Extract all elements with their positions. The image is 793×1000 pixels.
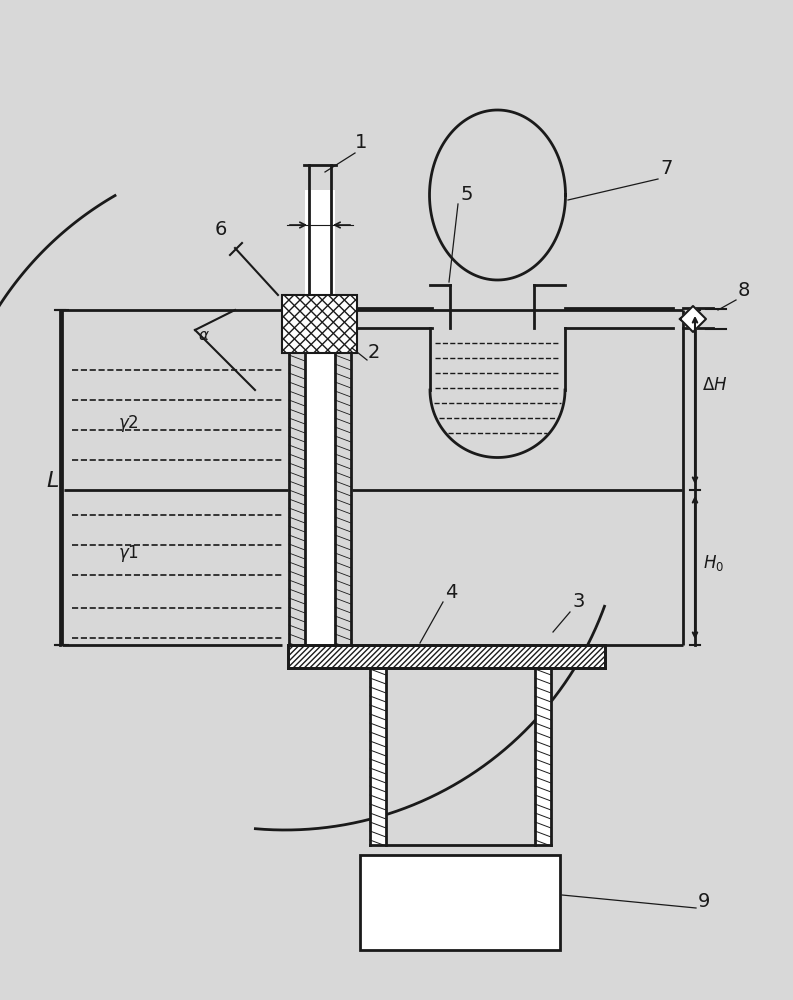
Bar: [305, 190, 335, 645]
Polygon shape: [680, 306, 706, 332]
Bar: [288, 645, 605, 668]
Text: 5: 5: [460, 185, 473, 204]
Text: $\alpha$: $\alpha$: [198, 328, 210, 343]
Text: 7: 7: [660, 159, 672, 178]
Text: 8: 8: [738, 281, 750, 300]
Text: 1: 1: [355, 133, 367, 152]
Bar: [360, 855, 560, 950]
Text: 4: 4: [445, 583, 458, 602]
Bar: [288, 645, 605, 668]
Text: 2: 2: [368, 343, 381, 362]
Text: L: L: [46, 471, 59, 491]
Text: 3: 3: [572, 592, 584, 611]
Text: 6: 6: [215, 220, 228, 239]
Text: 9: 9: [698, 892, 711, 911]
Bar: [282, 295, 357, 353]
Bar: [535, 668, 551, 845]
Bar: [282, 295, 357, 353]
Text: $\gamma 2$: $\gamma 2$: [118, 413, 139, 434]
Text: $\gamma 1$: $\gamma 1$: [118, 543, 139, 564]
Text: $H_0$: $H_0$: [703, 553, 724, 573]
Bar: [370, 668, 386, 845]
Bar: [282, 295, 357, 353]
Text: $\Delta H$: $\Delta H$: [702, 376, 727, 394]
